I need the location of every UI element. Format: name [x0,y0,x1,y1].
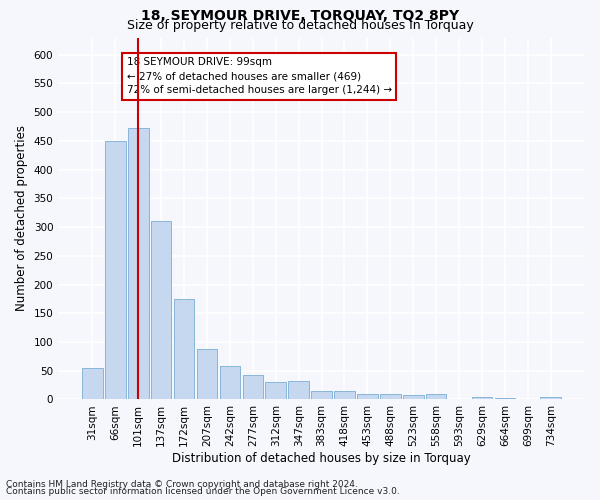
Bar [334,391,355,400]
Bar [265,382,286,400]
Bar [220,366,240,400]
Bar [541,397,561,400]
Bar [380,394,401,400]
X-axis label: Distribution of detached houses by size in Torquay: Distribution of detached houses by size … [172,452,471,465]
Y-axis label: Number of detached properties: Number of detached properties [15,126,28,312]
Bar [197,349,217,400]
Bar [151,222,172,400]
Bar [128,128,149,400]
Text: 18, SEYMOUR DRIVE, TORQUAY, TQ2 8PY: 18, SEYMOUR DRIVE, TORQUAY, TQ2 8PY [141,9,459,23]
Bar [426,394,446,400]
Bar [289,381,309,400]
Text: 18 SEYMOUR DRIVE: 99sqm
← 27% of detached houses are smaller (469)
72% of semi-d: 18 SEYMOUR DRIVE: 99sqm ← 27% of detache… [127,58,392,96]
Bar [242,376,263,400]
Bar [494,398,515,400]
Bar [82,368,103,400]
Bar [357,394,378,400]
Bar [311,391,332,400]
Text: Size of property relative to detached houses in Torquay: Size of property relative to detached ho… [127,19,473,32]
Bar [472,397,493,400]
Text: Contains public sector information licensed under the Open Government Licence v3: Contains public sector information licen… [6,488,400,496]
Bar [105,141,125,400]
Text: Contains HM Land Registry data © Crown copyright and database right 2024.: Contains HM Land Registry data © Crown c… [6,480,358,489]
Bar [403,396,424,400]
Bar [174,299,194,400]
